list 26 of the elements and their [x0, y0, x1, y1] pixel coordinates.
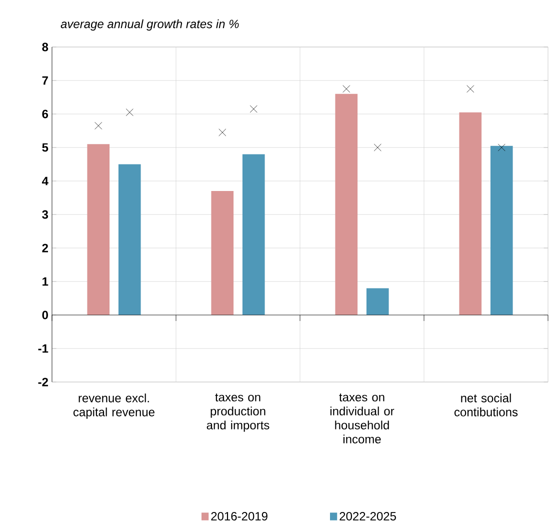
y-tick-label: 3	[42, 210, 48, 219]
bar	[118, 164, 141, 315]
y-tick-label: -2	[38, 378, 48, 386]
chart-subtitle: average annual growth rates in %	[60, 19, 239, 31]
y-tick-label: 0	[42, 310, 48, 320]
bar	[242, 154, 265, 315]
bar	[366, 288, 389, 315]
bar	[87, 144, 110, 315]
y-tick-label: 5	[42, 143, 48, 152]
x-tick-label: net social contibutions	[454, 394, 518, 416]
x-tick-label: taxes on individual or household income	[330, 394, 394, 444]
legend-label: 2016-2019	[211, 512, 268, 520]
y-tick-label: 2	[42, 244, 48, 252]
y-tick-label: 7	[42, 76, 48, 85]
bar	[211, 191, 234, 315]
x-tick-label: revenue excl. capital revenue	[73, 394, 154, 419]
y-tick-label: 6	[42, 110, 48, 118]
bar	[490, 146, 513, 315]
bar	[459, 112, 482, 315]
legend-label: 2022-2025	[340, 512, 396, 520]
y-tick-label: 1	[42, 277, 48, 286]
x-tick-label: taxes on production and imports	[206, 394, 270, 432]
y-tick-label: 4	[42, 176, 48, 186]
y-tick-label: 8	[42, 42, 48, 52]
bar	[335, 94, 358, 315]
y-tick-label: -1	[38, 344, 48, 353]
